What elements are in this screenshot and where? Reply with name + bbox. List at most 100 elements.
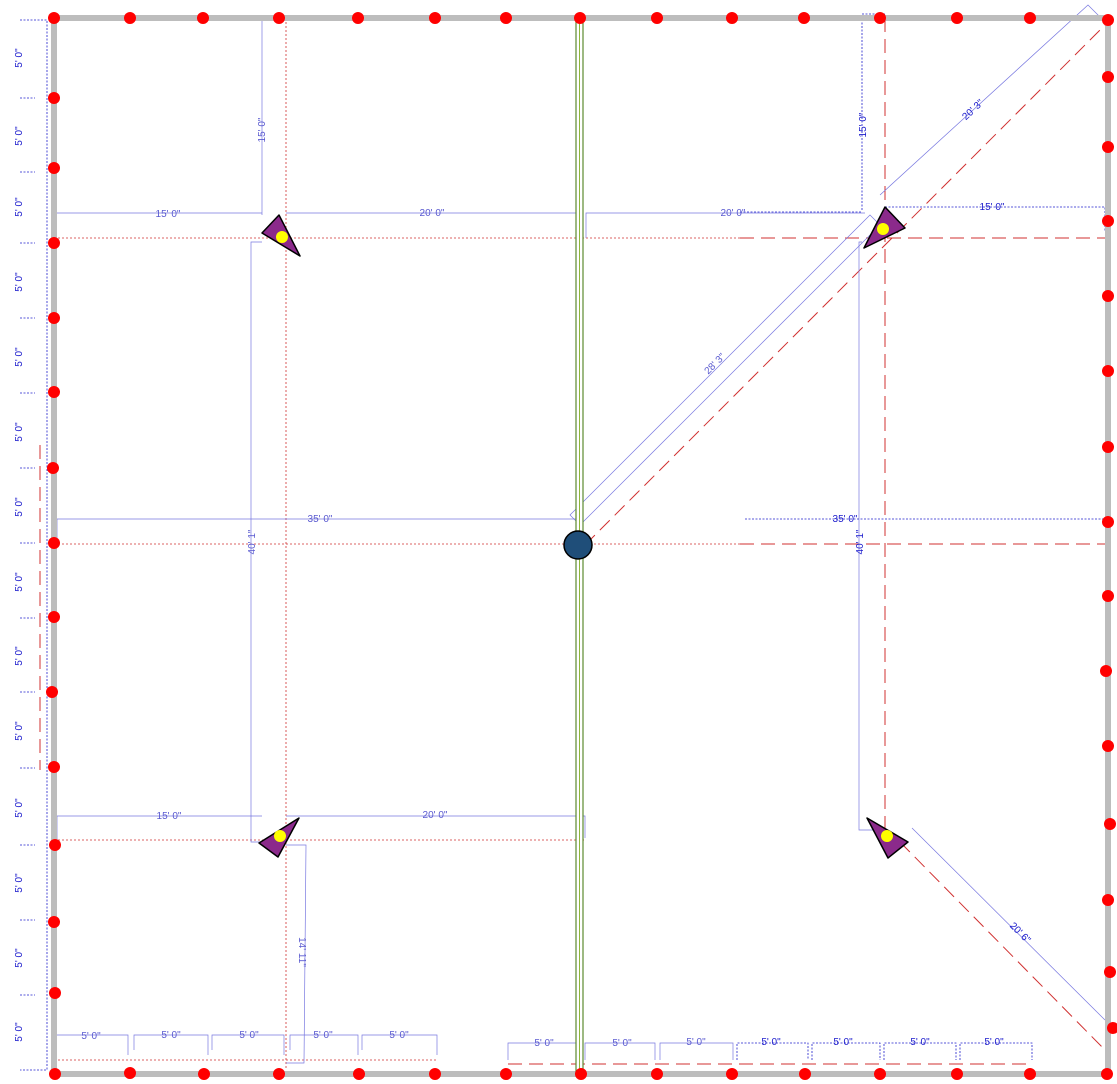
left-tick-label: 5' 0" (14, 422, 25, 442)
perimeter-marker (1102, 590, 1114, 602)
perimeter-marker (273, 1068, 285, 1080)
perimeter-marker (429, 12, 441, 24)
perimeter-marker (48, 12, 60, 24)
label-bl-vertical-14-11: 14' 11" (296, 937, 307, 967)
perimeter-marker (49, 839, 61, 851)
perimeter-marker (49, 1068, 61, 1080)
left-tick-label: 5' 0" (14, 197, 25, 217)
perimeter-marker (1102, 516, 1114, 528)
sensor-top-right[interactable] (863, 206, 906, 249)
perimeter-marker (951, 1068, 963, 1080)
sensor-bottom-left[interactable] (258, 817, 300, 858)
perimeter-marker (500, 12, 512, 24)
perimeter-marker (46, 686, 58, 698)
dim-bl-vertical-14-11 (286, 844, 307, 1064)
sensor-top-left[interactable] (261, 214, 301, 257)
label-diag-28-3: 28' 3" (703, 351, 729, 377)
perimeter-marker (273, 12, 285, 24)
dim-diagonal-28-3 (569, 214, 881, 526)
perimeter-marker (1107, 1022, 1117, 1034)
label-left-vertical-40-1: 40' 1" (247, 529, 258, 554)
label-top-left-15: 15' 0" (156, 209, 181, 220)
left-tick-label: 5' 0" (14, 497, 25, 517)
perimeter-marker (951, 12, 963, 24)
perimeter-marker (798, 12, 810, 24)
bottom-tick-label: 5' 0" (534, 1038, 554, 1049)
dim-tl-vertical (261, 17, 286, 215)
left-edge-tick-labels: 5' 0" 5' 0" 5' 0" 5' 0" 5' 0" 5' 0" 5' 0… (14, 48, 25, 1042)
left-tick-label: 5' 0" (14, 272, 25, 292)
dim-mid-right-35 (745, 518, 1109, 544)
perimeter-marker (48, 92, 60, 104)
perimeter-marker (1100, 665, 1112, 677)
guide-line-diagonal-bottom (899, 841, 1106, 1051)
perimeter-marker (124, 12, 136, 24)
label-bottom-mid-20: 20' 0" (423, 810, 448, 821)
bottom-tick-labels: 5' 0" 5' 0" 5' 0" 5' 0" 5' 0" 5' 0" 5' 0… (81, 1030, 1004, 1049)
perimeter-marker (48, 386, 60, 398)
dim-left-edge-strip (20, 19, 48, 1071)
dim-left-vertical-40 (250, 241, 262, 843)
perimeter-marker (1102, 141, 1114, 153)
sensor-bottom-right[interactable] (866, 817, 909, 859)
perimeter-marker (1102, 894, 1114, 906)
label-top-far-right-15: 15' 0" (980, 202, 1005, 213)
perimeter-marker (198, 1068, 210, 1080)
left-tick-label: 5' 0" (14, 646, 25, 666)
label-top-mid-20: 20' 0" (420, 208, 445, 219)
perimeter-marker (48, 537, 60, 549)
perimeter-marker (726, 1068, 738, 1080)
perimeter-marker (1102, 71, 1114, 83)
dim-top-right-20 (585, 212, 865, 238)
perimeter-marker (47, 462, 59, 474)
bottom-tick-label: 5' 0" (313, 1030, 333, 1041)
left-tick-label: 5' 0" (14, 48, 25, 68)
perimeter-marker (1102, 365, 1114, 377)
bottom-tick-label: 5' 0" (612, 1038, 632, 1049)
perimeter-marker (651, 1068, 663, 1080)
dim-bottom-mid-20 (286, 815, 586, 838)
perimeter-marker (1102, 441, 1114, 453)
dim-tr-vertical (861, 13, 885, 210)
label-right-vertical-40-1: 40' 1" (855, 529, 866, 554)
dim-diag-20-3 (879, 4, 1106, 196)
label-mid-left-35: 35' 0" (308, 514, 333, 525)
perimeter-marker (48, 312, 60, 324)
label-mid-right-35: 35' 0" (833, 514, 858, 525)
left-tick-label: 5' 0" (14, 126, 25, 146)
perimeter-marker (49, 987, 61, 999)
perimeter-markers (46, 12, 1117, 1080)
perimeter-marker (799, 1068, 811, 1080)
perimeter-marker (574, 12, 586, 24)
sensor-dot (276, 231, 288, 243)
left-tick-label: 5' 0" (14, 798, 25, 818)
perimeter-marker (874, 12, 886, 24)
label-diag-20-6: 20' 6" (1007, 921, 1033, 947)
bottom-ticks-dark (736, 1042, 1033, 1060)
perimeter-marker (874, 1068, 886, 1080)
bottom-tick-label: 5' 0" (910, 1037, 930, 1048)
perimeter-marker (352, 12, 364, 24)
label-bottom-left-15: 15' 0" (157, 811, 182, 822)
perimeter-marker (1024, 12, 1036, 24)
perimeter-marker (1102, 215, 1114, 227)
perimeter-marker (651, 12, 663, 24)
left-tick-label: 5' 0" (14, 1022, 25, 1042)
dim-diag-20-6 (911, 827, 1106, 1021)
label-tl-vertical-15: 15' 0" (257, 117, 268, 142)
left-tick-label: 5' 0" (14, 873, 25, 893)
left-tick-label: 5' 0" (14, 721, 25, 741)
bottom-tick-label: 5' 0" (761, 1037, 781, 1048)
bottom-tick-label: 5' 0" (81, 1031, 101, 1042)
perimeter-marker (1024, 1068, 1036, 1080)
bottom-tick-label: 5' 0" (161, 1030, 181, 1041)
center-node[interactable] (563, 530, 593, 560)
perimeter-marker (726, 12, 738, 24)
sensor-dot (274, 830, 286, 842)
perimeter-marker (197, 12, 209, 24)
bottom-tick-label: 5' 0" (239, 1030, 259, 1041)
dim-right-vertical-40 (858, 241, 880, 831)
perimeter-marker (575, 1068, 587, 1080)
label-tr-vertical-15: 15' 0" (858, 112, 869, 137)
